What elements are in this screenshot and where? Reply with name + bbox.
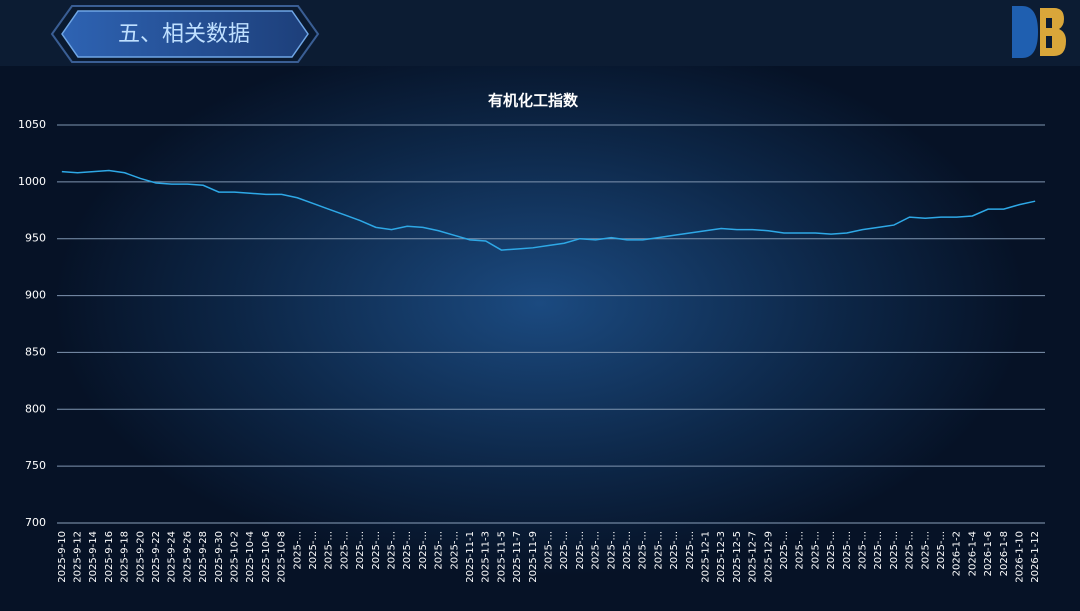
x-tick-label: 2025-12-5 (732, 531, 743, 583)
x-tick-label: 2025-11-7 (512, 531, 523, 583)
plot: 700 750 800 850 900 950 1000 1050 2025-9-10 2025-… (18, 118, 1045, 583)
x-tick-label: 2025-... (449, 531, 460, 570)
x-tick-label: 2025-9-18 (120, 531, 131, 583)
x-tick-label: 2025-... (905, 531, 916, 570)
x-tick-label: 2026-1-4 (967, 531, 978, 576)
x-tick-label: 2025-10-2 (230, 531, 241, 583)
x-tick-label: 2025-... (434, 531, 445, 570)
x-tick-label: 2025-... (685, 531, 696, 570)
header-plate (61, 10, 309, 58)
x-tick-label: 2025-9-14 (88, 531, 99, 583)
data-line (61, 169, 1036, 251)
x-tick-label: 2025-... (653, 531, 664, 570)
x-tick-label: 2025-... (920, 531, 931, 570)
x-tick-label: 2025-9-20 (135, 531, 146, 583)
x-tick-label: 2026-1-12 (1030, 531, 1041, 583)
x-tick-label: 2025-9-10 (57, 531, 68, 583)
x-tick-label: 2026-1-6 (983, 531, 994, 576)
x-tick-label: 2025-12-7 (748, 531, 759, 583)
x-tick-label: 2025-... (387, 531, 398, 570)
x-tick-label: 2025-... (857, 531, 868, 570)
x-tick-label: 2025-... (308, 531, 319, 570)
x-tick-label: 2026-1-2 (952, 531, 963, 576)
x-tick-label: 2026-1-10 (1014, 531, 1025, 583)
x-tick-label: 2025-10-6 (261, 531, 272, 583)
y-tick-label: 950 (25, 232, 46, 245)
y-tick-label: 750 (25, 459, 46, 472)
chart-title: 有机化工指数 (488, 92, 579, 110)
x-tick-label: 2025-... (559, 531, 570, 570)
x-tick-label: 2025-... (575, 531, 586, 570)
y-tick-label: 850 (25, 345, 46, 358)
x-tick-label: 2025-... (324, 531, 335, 570)
x-tick-label: 2025-... (622, 531, 633, 570)
logo (1012, 6, 1066, 58)
x-tick-label: 2025-12-3 (716, 531, 727, 583)
x-tick-label: 2025-... (292, 531, 303, 570)
x-tick-label: 2025-12-9 (763, 531, 774, 583)
x-tick-label: 2026-1-8 (999, 531, 1010, 576)
x-tick-label: 2025-10-4 (245, 531, 256, 583)
x-tick-label: 2025-... (936, 531, 947, 570)
y-tick-label: 800 (25, 402, 46, 415)
x-tick-label: 2025-9-24 (167, 531, 178, 583)
x-tick-label: 2025-... (606, 531, 617, 570)
x-tick-label: 2025-... (669, 531, 680, 570)
x-tick-label: 2025-9-26 (182, 531, 193, 583)
y-tick-label: 700 (25, 516, 46, 529)
x-tick-label: 2025-11-9 (528, 531, 539, 583)
x-tick-label: 2025-... (371, 531, 382, 570)
x-tick-label: 2025-12-1 (700, 531, 711, 583)
x-tick-label: 2025-... (418, 531, 429, 570)
x-tick-label: 2025-9-22 (151, 531, 162, 583)
x-tick-label: 2025-... (339, 531, 350, 570)
x-tick-label: 2025-9-12 (73, 531, 84, 583)
x-tick-label: 2025-... (826, 531, 837, 570)
y-tick-label: 1000 (18, 175, 46, 188)
x-tick-label: 2025-... (889, 531, 900, 570)
header-title: 五、相关数据 (118, 22, 250, 47)
x-tick-label: 2025-... (638, 531, 649, 570)
x-tick-label: 2025-9-16 (104, 531, 115, 583)
x-tick-label: 2025-... (402, 531, 413, 570)
x-tick-label: 2025-... (544, 531, 555, 570)
x-tick-label: 2025-11-3 (481, 531, 492, 583)
x-tick-label: 2025-... (810, 531, 821, 570)
x-tick-label: 2025-... (779, 531, 790, 570)
x-tick-label: 2025-... (591, 531, 602, 570)
x-tick-label: 2025-... (842, 531, 853, 570)
y-tick-label: 1050 (18, 118, 46, 131)
x-tick-label: 2025-... (355, 531, 366, 570)
x-tick-label: 2025-9-30 (214, 531, 225, 583)
x-tick-label: 2025-... (873, 531, 884, 570)
x-tick-label: 2025-9-28 (198, 531, 209, 583)
x-tick-label: 2025-10-8 (277, 531, 288, 583)
y-tick-label: 900 (25, 289, 46, 302)
x-tick-label: 2025-11-5 (496, 531, 507, 583)
x-tick-label: 2025-11-1 (465, 531, 476, 583)
x-tick-label: 2025-... (795, 531, 806, 570)
